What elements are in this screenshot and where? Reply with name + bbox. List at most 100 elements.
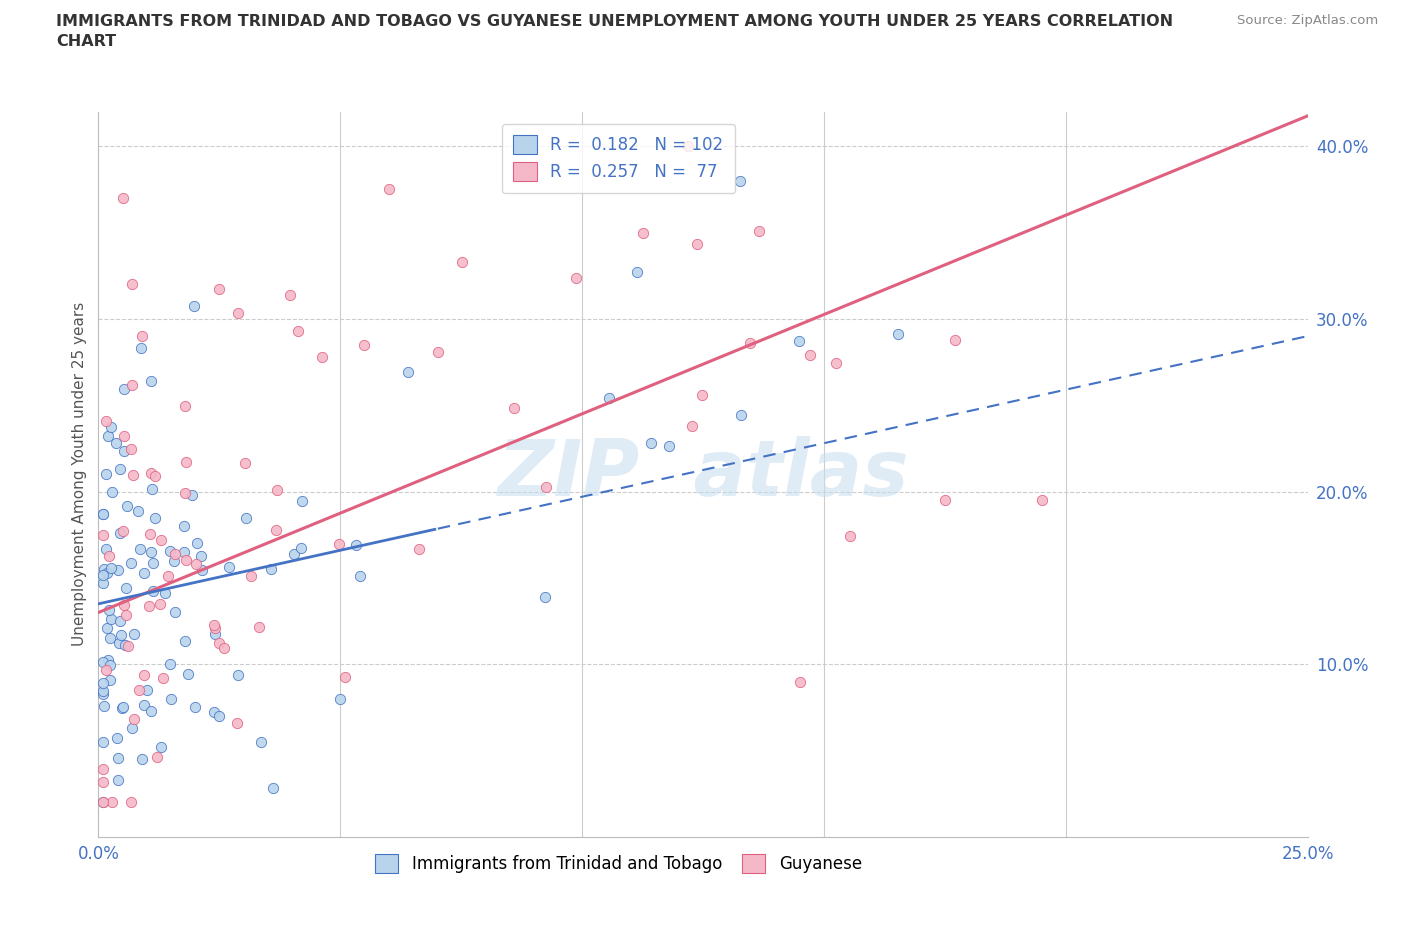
- Point: [91, 795, 114, 810]
- Point: [218, 560, 240, 575]
- Point: [730, 407, 752, 422]
- Point: [176, 667, 198, 682]
- Point: [91, 576, 114, 591]
- Point: [235, 511, 257, 525]
- Point: [114, 580, 136, 595]
- Point: [186, 557, 208, 572]
- Point: [139, 526, 162, 541]
- Point: [173, 398, 195, 413]
- Point: [226, 668, 249, 683]
- Point: [748, 223, 770, 238]
- Point: [112, 429, 135, 444]
- Point: [633, 225, 655, 240]
- Point: [204, 627, 226, 642]
- Point: [149, 596, 172, 611]
- Legend: Immigrants from Trinidad and Tobago, Guyanese: Immigrants from Trinidad and Tobago, Guy…: [368, 847, 869, 880]
- Point: [94, 662, 117, 677]
- Point: [127, 503, 149, 518]
- Point: [658, 439, 681, 454]
- Point: [408, 541, 430, 556]
- Point: [598, 391, 620, 405]
- Point: [191, 563, 214, 578]
- Point: [108, 636, 131, 651]
- Point: [143, 468, 166, 483]
- Point: [311, 350, 333, 365]
- Point: [396, 365, 419, 379]
- Point: [122, 711, 145, 726]
- Point: [108, 461, 131, 476]
- Point: [266, 483, 288, 498]
- Point: [887, 327, 910, 342]
- Point: [138, 598, 160, 613]
- Point: [186, 536, 208, 551]
- Point: [451, 255, 474, 270]
- Point: [91, 761, 114, 776]
- Point: [91, 527, 114, 542]
- Point: [141, 704, 163, 719]
- Point: [111, 700, 134, 715]
- Point: [115, 607, 138, 622]
- Text: ZIP  atlas: ZIP atlas: [498, 436, 908, 512]
- Point: [120, 556, 142, 571]
- Point: [626, 264, 648, 279]
- Point: [787, 333, 810, 348]
- Point: [208, 635, 231, 650]
- Point: [120, 441, 142, 456]
- Point: [91, 507, 114, 522]
- Point: [789, 674, 811, 689]
- Point: [640, 436, 662, 451]
- Point: [132, 565, 155, 580]
- Point: [91, 507, 114, 522]
- Point: [174, 633, 197, 648]
- Text: Source: ZipAtlas.com: Source: ZipAtlas.com: [1237, 14, 1378, 27]
- Point: [100, 560, 122, 575]
- Point: [349, 568, 371, 583]
- Point: [94, 467, 117, 482]
- Point: [97, 429, 120, 444]
- Point: [91, 775, 114, 790]
- Point: [135, 683, 157, 698]
- Point: [1031, 493, 1053, 508]
- Point: [98, 672, 121, 687]
- Point: [233, 456, 256, 471]
- Point: [110, 628, 132, 643]
- Point: [160, 691, 183, 706]
- Point: [181, 488, 204, 503]
- Point: [226, 305, 249, 320]
- Point: [678, 139, 700, 153]
- Point: [121, 378, 143, 392]
- Point: [163, 604, 186, 619]
- Point: [204, 620, 226, 635]
- Point: [104, 435, 127, 450]
- Point: [101, 795, 124, 810]
- Point: [107, 773, 129, 788]
- Point: [112, 444, 135, 458]
- Point: [111, 524, 134, 538]
- Point: [97, 653, 120, 668]
- Point: [129, 341, 152, 356]
- Point: [141, 482, 163, 497]
- Point: [730, 173, 752, 188]
- Point: [115, 498, 138, 513]
- Point: [100, 612, 122, 627]
- Point: [262, 781, 284, 796]
- Point: [105, 730, 128, 745]
- Point: [290, 540, 312, 555]
- Point: [190, 548, 212, 563]
- Point: [239, 569, 262, 584]
- Point: [176, 552, 198, 567]
- Point: [91, 567, 114, 582]
- Point: [91, 655, 114, 670]
- Point: [98, 631, 121, 645]
- Point: [174, 455, 197, 470]
- Point: [93, 561, 115, 576]
- Point: [156, 569, 179, 584]
- Point: [98, 548, 121, 563]
- Point: [202, 705, 225, 720]
- Point: [799, 348, 821, 363]
- Point: [212, 640, 235, 655]
- Point: [91, 734, 114, 749]
- Point: [534, 479, 557, 494]
- Point: [98, 603, 121, 618]
- Point: [91, 684, 114, 698]
